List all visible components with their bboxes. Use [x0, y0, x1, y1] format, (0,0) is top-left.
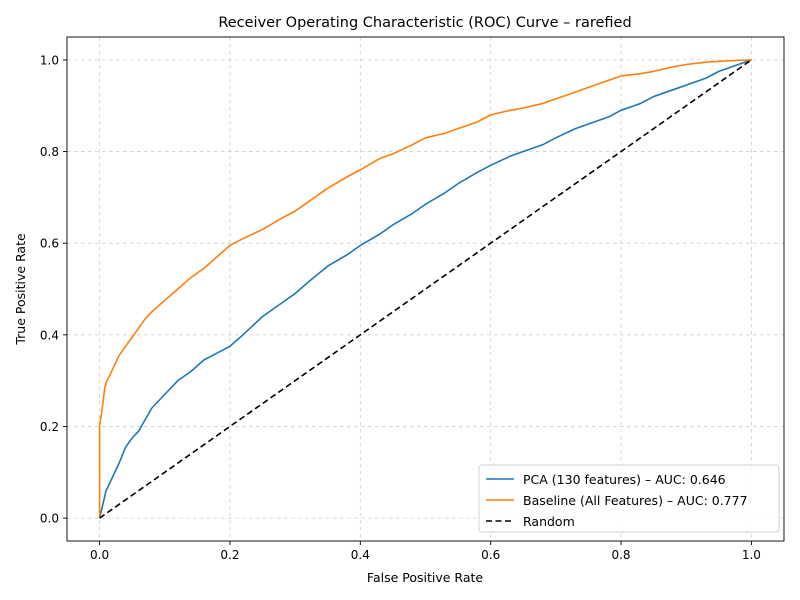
x-tick-label: 0.4 — [351, 548, 370, 562]
legend-box — [478, 464, 780, 533]
series-line-baseline — [98, 59, 752, 519]
chart-title: Receiver Operating Characteristic (ROC) … — [218, 15, 631, 31]
x-axis: 0.0 0.2 0.4 0.6 0.8 1.0 — [90, 541, 761, 562]
y-tick-label: 0.6 — [40, 237, 59, 251]
x-tick-label: 0.2 — [220, 548, 239, 562]
y-tick-label: 1.0 — [40, 53, 59, 67]
legend: PCA (130 features) – AUC: 0.646 Baseline… — [478, 464, 780, 533]
grid-lines — [67, 37, 784, 541]
plot-area — [98, 59, 752, 519]
x-tick-label: 0.6 — [481, 548, 500, 562]
y-axis: 0.0 0.2 0.4 0.6 0.8 1.0 — [40, 53, 67, 526]
x-tick-label: 1.0 — [742, 548, 761, 562]
y-tick-label: 0.8 — [40, 145, 59, 159]
series-line-pca — [98, 59, 752, 519]
x-tick-label: 0.8 — [611, 548, 630, 562]
x-axis-label: False Positive Rate — [367, 570, 483, 585]
legend-label-pca: PCA (130 features) – AUC: 0.646 — [523, 472, 726, 487]
y-axis-label: True Positive Rate — [13, 233, 28, 346]
axes-frame — [66, 36, 785, 542]
x-tick-label: 0.0 — [90, 548, 109, 562]
y-tick-label: 0.4 — [40, 328, 59, 342]
legend-label-baseline: Baseline (All Features) – AUC: 0.777 — [523, 493, 748, 508]
y-tick-label: 0.2 — [40, 420, 59, 434]
y-tick-label: 0.0 — [40, 512, 59, 526]
legend-label-random: Random — [523, 514, 575, 529]
